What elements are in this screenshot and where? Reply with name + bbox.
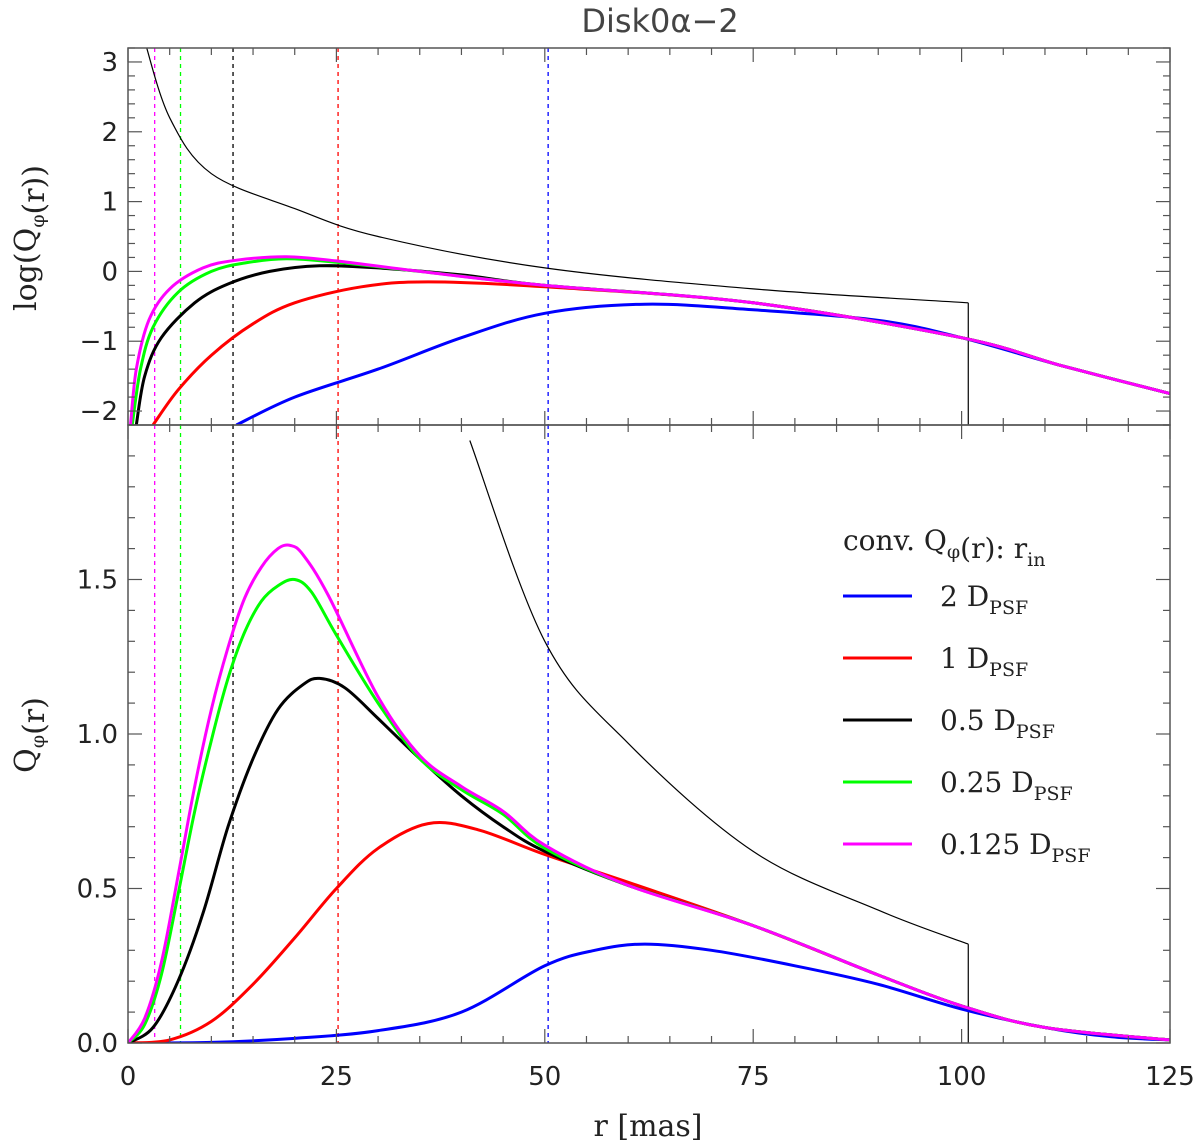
- top-ytick-label: −1: [80, 327, 118, 357]
- bottom-ytick-label: 1.0: [77, 720, 118, 750]
- top-series-line-4: [129, 255, 1170, 425]
- top-ytick-label: −2: [80, 397, 118, 427]
- top-y-axis-label: log(Qφ(r)): [9, 165, 52, 311]
- bottom-series-line-0: [128, 942, 1170, 1043]
- bottom-ytick-label: 0.0: [77, 1029, 118, 1059]
- bottom-ytick-label: 1.5: [77, 566, 118, 596]
- legend: conv. Qφ(r): rin 2 DPSF 1 DPSF 0.5 DPSF 0.25…: [843, 524, 1091, 867]
- legend-label-1: 1 DPSF: [940, 642, 1028, 681]
- x-axis-label: r [mas]: [593, 1109, 702, 1144]
- bottom-panel-linear: 0.0 0.5 1.0 1.5 0 25 50 75 100 125: [77, 424, 1195, 1092]
- chart-title: Disk0α−2: [581, 2, 738, 40]
- bottom-y-axis-label-text: Qφ(r): [9, 697, 52, 773]
- xtick-label: 50: [528, 1062, 561, 1092]
- top-series-line-2: [134, 264, 1170, 425]
- bottom-y-axis-label: Qφ(r): [9, 697, 52, 773]
- xtick-label: 100: [937, 1062, 987, 1092]
- legend-label-4: 0.125 DPSF: [940, 828, 1091, 867]
- top-y-axis-label-text: log(Qφ(r)): [9, 165, 52, 311]
- top-ytick-label: 1: [101, 188, 118, 218]
- bottom-series-line-4: [128, 543, 1170, 1043]
- bottom-series-line-3: [128, 577, 1170, 1043]
- bottom-plot-area: [128, 440, 1170, 1043]
- xtick-label: 0: [120, 1062, 137, 1092]
- top-ytick-label: 3: [101, 48, 118, 78]
- top-ytick-label: 2: [101, 118, 118, 148]
- legend-label-2: 0.5 DPSF: [940, 704, 1055, 743]
- top-series-line-0: [235, 302, 1170, 425]
- legend-label-0: 2 DPSF: [940, 580, 1028, 619]
- top-frame: [127, 47, 1171, 426]
- legend-label-3: 0.25 DPSF: [940, 766, 1073, 805]
- xtick-label: 25: [320, 1062, 353, 1092]
- bottom-intrinsic-profile-line: [469, 440, 969, 945]
- top-plot-area: [129, 48, 1170, 425]
- top-panel-log: −2 −1 0 1 2 3: [80, 47, 1171, 427]
- top-intrinsic-profile-line: [146, 48, 969, 304]
- top-ytick-label: 0: [101, 257, 118, 287]
- xtick-label: 75: [737, 1062, 770, 1092]
- xtick-label: 125: [1145, 1062, 1195, 1092]
- legend-title: conv. Qφ(r): rin: [843, 524, 1045, 571]
- bottom-ytick-label: 0.5: [77, 875, 118, 905]
